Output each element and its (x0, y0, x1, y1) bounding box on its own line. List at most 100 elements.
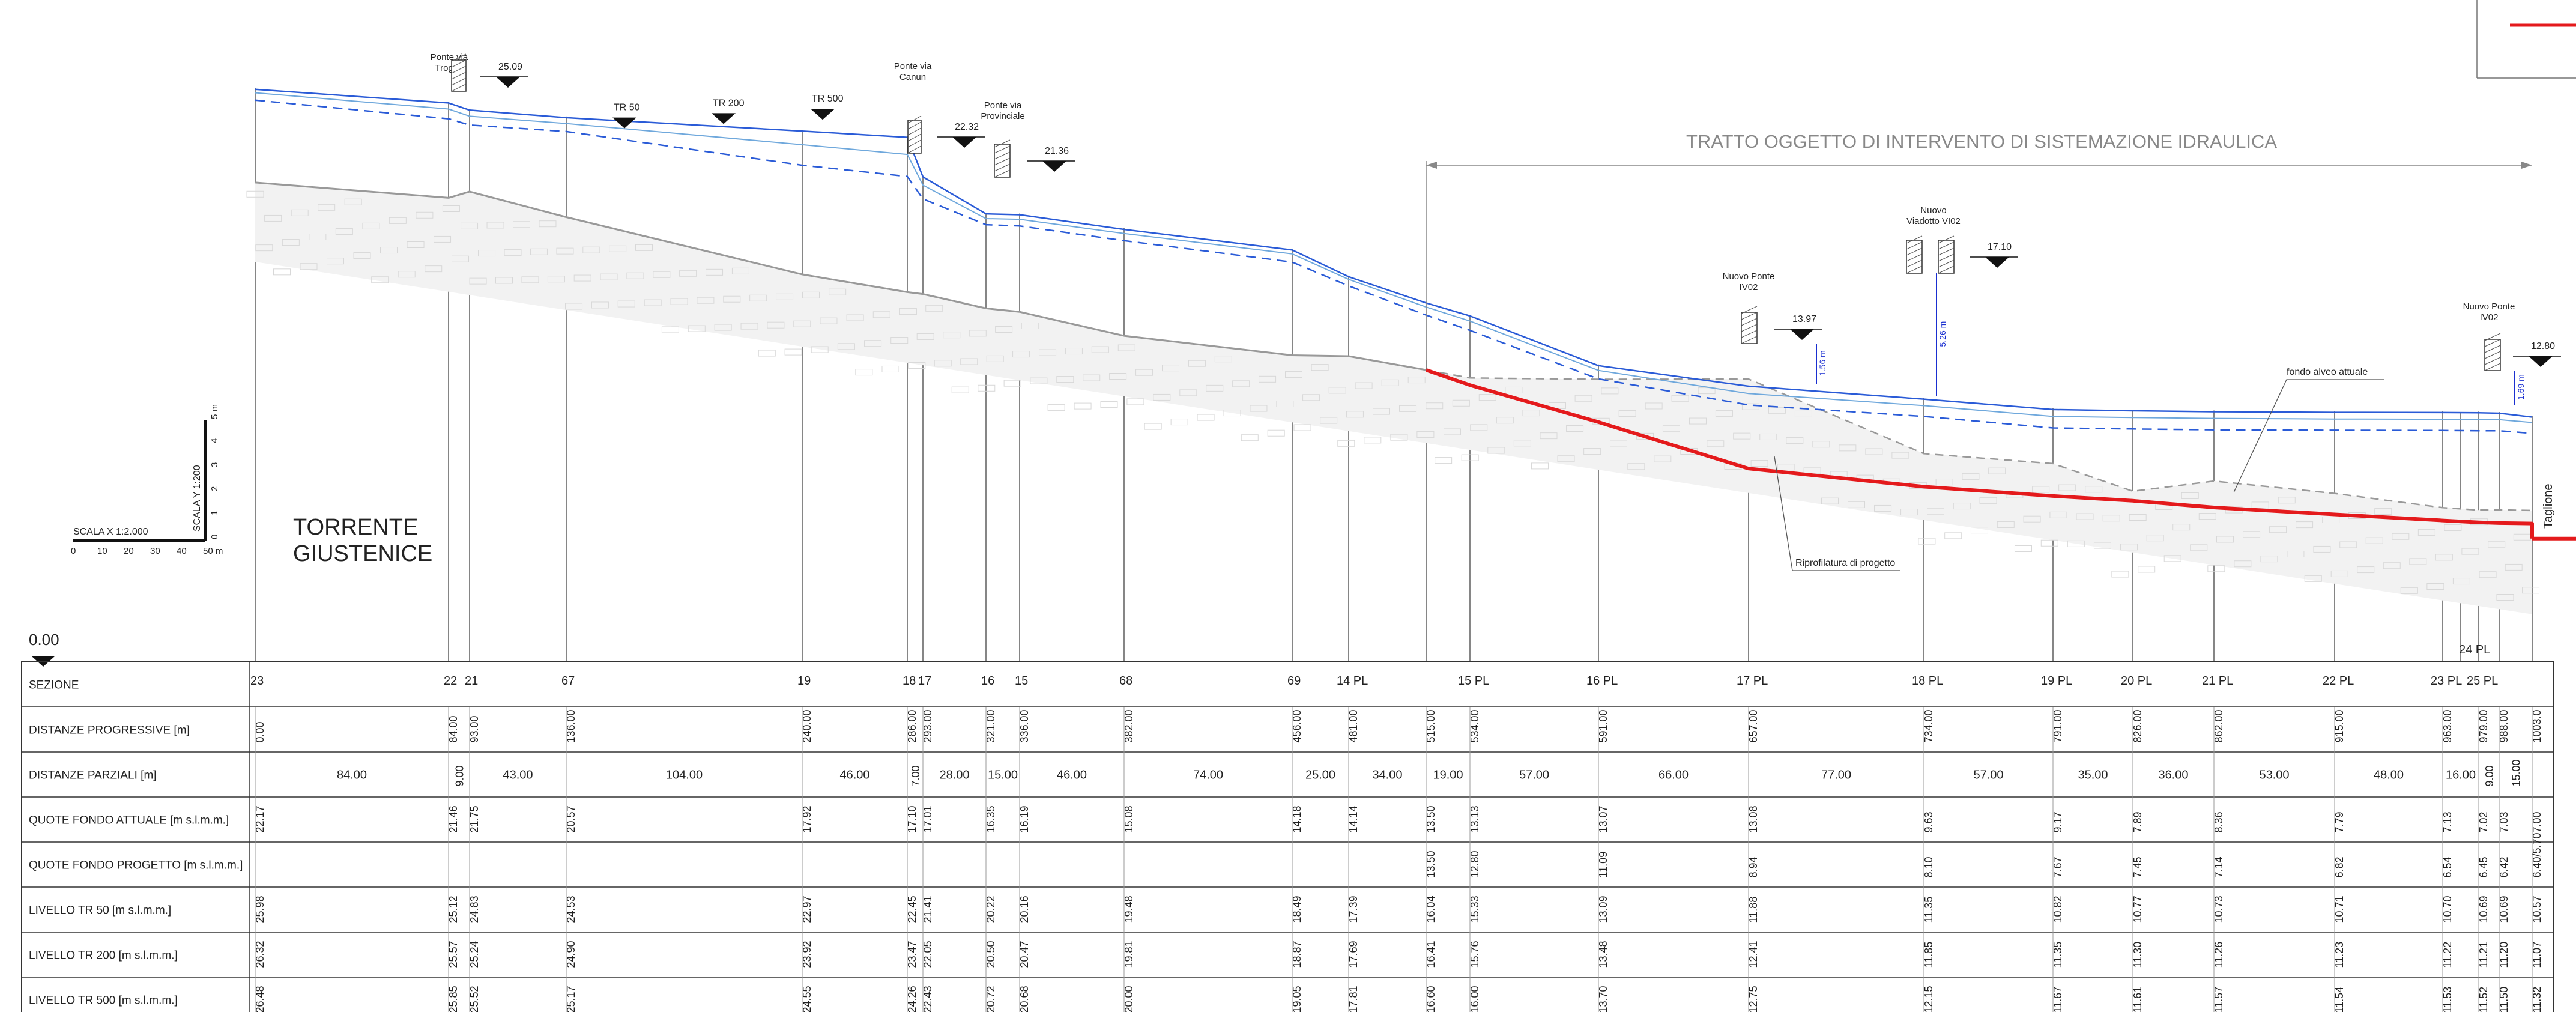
table-value-tr50: 10.73 (2213, 895, 2225, 923)
table-value-fondo: 7.02 (2478, 811, 2490, 832)
hatch-brick (1320, 417, 1338, 424)
table-row-label: QUOTE FONDO PROGETTO [m s.l.m.m.] (29, 859, 243, 872)
table-value-tr500: 12.75 (1747, 986, 1759, 1012)
hatch-brick (2014, 545, 2032, 552)
bridge-hatch (1741, 336, 1758, 344)
hatch-brick (1179, 389, 1197, 396)
table-value-tr50: 18.49 (1291, 895, 1303, 923)
hatch-brick (846, 314, 864, 321)
hatch-brick (600, 273, 618, 280)
hatch-brick (670, 298, 688, 305)
hatch-brick (2374, 508, 2392, 515)
hatch-brick (556, 247, 574, 255)
scale-x-tick: 10 (97, 546, 107, 556)
table-value-prog: 286.00 (906, 709, 918, 742)
hatch-brick (2129, 514, 2147, 521)
table-value-prog: 515.00 (1425, 709, 1437, 742)
hatch-brick (1188, 360, 1206, 367)
hatch-brick (1337, 440, 1355, 447)
bridge-hatch (907, 145, 922, 154)
section-name: 19 PL (2041, 674, 2072, 688)
hatch-brick (2085, 486, 2103, 493)
hatch-brick (925, 305, 943, 312)
hatch-brick (2357, 566, 2375, 574)
partial-distance: 15.00 (988, 769, 1018, 782)
table-value-tr200: 17.69 (1347, 941, 1359, 968)
hatch-brick (1407, 377, 1426, 384)
hatch-brick (1346, 411, 1364, 418)
table-value-tr50: 25.98 (254, 895, 266, 923)
tr-marker-label: TR 500 (812, 94, 844, 104)
hatch-brick (1970, 527, 1988, 534)
section-name: 68 (1119, 674, 1132, 688)
hatch-brick (1741, 403, 1759, 410)
hatch-brick (1047, 404, 1065, 411)
table-value-tr200: 12.41 (1747, 941, 1759, 968)
fondo-attuale-line (255, 181, 1427, 371)
hatch-brick (469, 277, 487, 285)
bridge-hatch (451, 83, 467, 92)
reference-elevation: 0.00 (29, 631, 59, 649)
hatch-brick (1839, 444, 1857, 452)
hatch-brick (2093, 542, 2111, 549)
hatch-brick (1284, 371, 1302, 378)
table-value-fondo: 7.79 (2333, 811, 2345, 832)
hatch-brick (1812, 441, 1830, 448)
hatch-brick (353, 252, 371, 259)
table-value-tr50: 13.09 (1597, 895, 1609, 923)
bridge-hatch (1906, 259, 1923, 268)
table-value-progetto: 8.94 (1747, 856, 1759, 877)
table-value-prog: 979.00 (2478, 709, 2490, 742)
hatch-brick (2163, 555, 2181, 562)
bridge-hatch (1938, 253, 1955, 262)
hatch-brick (1689, 417, 1707, 425)
table-value-prog: 988.00 (2498, 709, 2510, 742)
hatch-brick (995, 326, 1013, 333)
hatch-brick (478, 250, 496, 257)
hatch-brick (264, 214, 282, 222)
table-value-progetto: 7.67 (2052, 856, 2064, 877)
table-value-prog: 826.00 (2132, 709, 2144, 742)
bridge-title: Ponte via (984, 100, 1022, 111)
table-value-fondo: 21.46 (447, 805, 459, 832)
hatch-brick (246, 190, 264, 198)
bridge-hatch (451, 71, 467, 80)
partial-distance: 46.00 (839, 769, 869, 782)
hatch-brick (986, 355, 1004, 362)
hatch-brick (1328, 387, 1346, 394)
hatch-brick (1786, 437, 1804, 444)
hatch-brick (2330, 570, 2348, 577)
hatch-brick (362, 222, 380, 229)
hatch-brick (688, 325, 706, 332)
hatch-brick (1478, 394, 1496, 401)
scale-y-tick: 2 (210, 486, 220, 491)
hatch-brick (1583, 448, 1601, 455)
table-value-tr500: 12.15 (1923, 986, 1935, 1012)
bridge-hatch (907, 133, 922, 142)
partial-distance: 57.00 (1519, 769, 1549, 782)
table-value-progetto: 8.10 (1923, 856, 1935, 877)
table-value-progetto: 6.42 (2498, 856, 2510, 877)
table-value-fondo: 17.10 (906, 805, 918, 832)
bridge-hatch (1938, 241, 1955, 250)
hatch-brick (2111, 571, 2129, 578)
hatch-brick (2181, 492, 2199, 499)
hatch-brick (1012, 351, 1030, 358)
table-value-tr50: 24.83 (468, 895, 480, 923)
hatch-brick (2278, 497, 2296, 504)
partial-distance: 66.00 (1658, 769, 1689, 782)
section-name: 15 PL (1458, 674, 1489, 688)
hatch-brick (1618, 410, 1636, 417)
hatch-brick (461, 222, 479, 229)
table-row-label: DISTANZE PROGRESSIVE [m] (29, 724, 190, 737)
hatch-brick (1206, 384, 1224, 392)
hatch-brick (2461, 548, 2479, 555)
hatch-brick (1918, 538, 1936, 545)
table-value-prog: 382.00 (1123, 709, 1135, 742)
hatch-brick (1522, 410, 1540, 417)
bridge-hatch (1938, 235, 1955, 244)
table-value-tr50: 17.39 (1347, 895, 1359, 923)
